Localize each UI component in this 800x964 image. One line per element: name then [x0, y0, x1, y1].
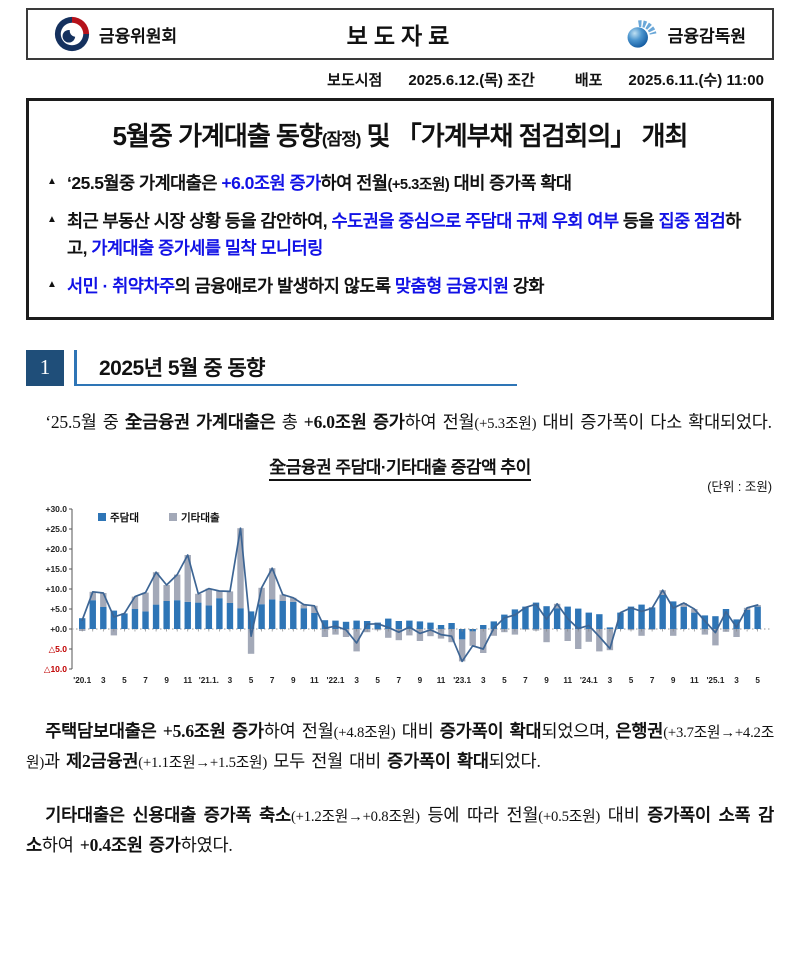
svg-text:+25.0: +25.0 [45, 524, 67, 534]
svg-text:'22.1: '22.1 [327, 676, 345, 685]
svg-text:3: 3 [354, 676, 359, 685]
section-number-badge: 1 [26, 349, 64, 386]
org-header-box: 금융위원회 보도자료 금융감독원 [26, 8, 774, 60]
svg-text:7: 7 [270, 676, 275, 685]
svg-text:11: 11 [183, 676, 192, 685]
svg-text:3: 3 [608, 676, 613, 685]
svg-text:7: 7 [397, 676, 402, 685]
summary-bullet-3: ▲ 서민 · 취약차주의 금융애로가 발생하지 않도록 맞춤형 금융지원 강화 [47, 276, 545, 297]
section-divider-bar [74, 349, 77, 386]
svg-text:5: 5 [122, 676, 127, 685]
svg-text:11: 11 [437, 676, 446, 685]
svg-text:5: 5 [375, 676, 380, 685]
release-info-row: 보도시점 2025.6.12.(목) 조간 배포 2025.6.11.(수) 1… [26, 60, 774, 92]
press-release-page: 금융위원회 보도자료 금융감독원 [26, 8, 775, 855]
svg-text:+5.0: +5.0 [50, 604, 67, 614]
svg-text:9: 9 [671, 676, 676, 685]
fsc-org-name: 금융위원회 [99, 26, 178, 46]
svg-text:9: 9 [164, 676, 169, 685]
fss-org-name: 금융감독원 [667, 26, 746, 46]
svg-text:△10.0: △10.0 [44, 664, 67, 674]
svg-text:9: 9 [544, 676, 549, 685]
chart-title-row: 全금융권 주담대·기타대출 증감액 추이 (단위 : 조원) [26, 453, 774, 494]
chart-unit-note: (단위 : 조원) [707, 480, 772, 495]
svg-text:'24.1: '24.1 [580, 676, 598, 685]
svg-text:7: 7 [143, 676, 148, 685]
body-paragraph-mortgage: 주택담보대출은 +5.6조원 증가하여 전월(+4.8조원) 대비 증가폭이 확… [26, 721, 775, 771]
svg-text:5: 5 [755, 676, 760, 685]
svg-text:3: 3 [101, 676, 106, 685]
svg-text:9: 9 [291, 676, 296, 685]
svg-text:'21.1.: '21.1. [199, 676, 219, 685]
body-paragraph-other-loans: 기타대출은 신용대출 증가폭 축소(+1.2조원→+0.8조원) 등에 따라 전… [26, 804, 774, 855]
section-title-wrap: 2025년 5월 중 동향 [77, 350, 517, 386]
svg-text:9: 9 [418, 676, 423, 685]
bullet-triangle-icon: ▲ [47, 279, 57, 291]
loan-trend-chart: +30.0 +25.0 +20.0 +15.0 +10.0 +5.0 +0.0 △5.0 △10… [26, 499, 774, 691]
svg-text:+0.0: +0.0 [50, 624, 67, 634]
svg-text:11: 11 [310, 676, 319, 685]
svg-text:11: 11 [563, 676, 572, 685]
svg-text:△5.0: △5.0 [49, 644, 68, 654]
summary-bullet-1: ▲ ‘25.5월중 가계대출은 +6.0조원 증가하여 전월(+5.3조원) 대… [47, 173, 572, 193]
svg-text:3: 3 [481, 676, 486, 685]
svg-text:+10.0: +10.0 [45, 584, 67, 594]
bullet-triangle-icon: ▲ [47, 176, 57, 187]
svg-text:7: 7 [650, 676, 655, 685]
chart-section: 全금융권 주담대·기타대출 증감액 추이 (단위 : 조원) +30.0 +25.… [26, 453, 774, 691]
svg-text:'25.1: '25.1 [706, 676, 724, 685]
release-time-label: 보도시점 [327, 72, 383, 89]
svg-text:주담대: 주담대 [110, 511, 139, 524]
distribution-value: 2025.6.11.(수) 11:00 [628, 72, 764, 89]
bullet-triangle-icon: ▲ [47, 214, 57, 226]
svg-text:7: 7 [523, 676, 528, 685]
svg-text:3: 3 [734, 676, 739, 685]
fss-logo-icon [625, 17, 659, 51]
svg-text:+20.0: +20.0 [45, 544, 67, 554]
title-provisional-note: (잠정) [321, 130, 362, 149]
chart-title: 全금융권 주담대·기타대출 증감액 추이 [269, 453, 531, 482]
fsc-logo-icon [54, 16, 90, 52]
svg-text:5: 5 [502, 676, 507, 685]
press-release-label: 보도자료 [346, 24, 456, 49]
summary-bullet-2: ▲ 최근 부동산 시장 상황 등을 감안하여, 수도권을 중심으로 주담대 규제… [47, 211, 741, 259]
svg-text:11: 11 [690, 676, 699, 685]
headline-box: 5월중 가계대출 동향(잠정) 및 「가계부채 점검회의」 개최 ▲ ‘25.5… [26, 98, 774, 320]
document-title: 5월중 가계대출 동향(잠정) 및 「가계부채 점검회의」 개최 [112, 121, 689, 151]
svg-text:3: 3 [228, 676, 233, 685]
svg-text:+30.0: +30.0 [45, 504, 67, 514]
fss-org: 금융감독원 [625, 17, 746, 51]
body-paragraph-overview: ‘25.5월 중 全금융권 가계대출은 총 +6.0조원 증가하여 전월(+5.… [45, 411, 772, 432]
section-1-header: 1 2025년 5월 중 동향 [26, 349, 774, 386]
section-title: 2025년 5월 중 동향 [99, 356, 266, 380]
svg-text:+15.0: +15.0 [45, 564, 67, 574]
fsc-org: 금융위원회 [54, 16, 177, 52]
summary-bullets: ▲ ‘25.5월중 가계대출은 +6.0조원 증가하여 전월(+5.3조원) 대… [43, 170, 757, 301]
release-time-value: 2025.6.12.(목) 조간 [408, 72, 535, 89]
distribution-label: 배포 [574, 72, 603, 89]
svg-text:기타대출: 기타대출 [181, 511, 220, 524]
svg-text:5: 5 [249, 676, 254, 685]
svg-text:5: 5 [629, 676, 634, 685]
svg-text:'20.1: '20.1 [73, 676, 91, 685]
svg-text:'23.1: '23.1 [453, 676, 471, 685]
